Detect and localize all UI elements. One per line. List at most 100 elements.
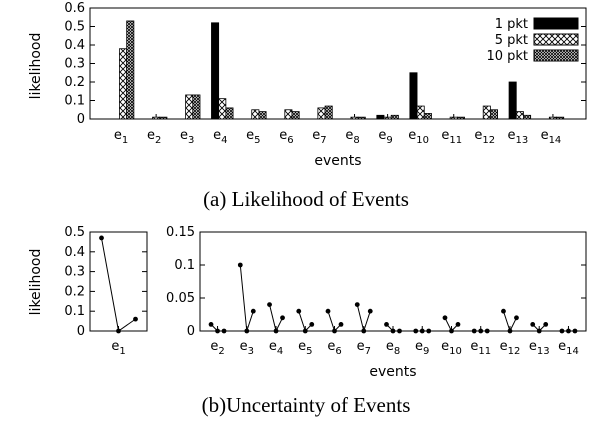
uncertainty-point-e3 bbox=[250, 308, 256, 314]
uncertainty-point-e4 bbox=[280, 315, 285, 321]
x-tick-label: e2 bbox=[210, 339, 224, 357]
chart-b-right-marks bbox=[208, 262, 578, 334]
legend-label-5pkt: 5 pkt bbox=[495, 33, 528, 48]
bar-10pkt-e4 bbox=[225, 107, 234, 120]
x-tick-label: e8 bbox=[345, 128, 359, 146]
y-tick-label: 0.3 bbox=[64, 265, 85, 280]
bar-10pkt-e3 bbox=[192, 94, 201, 120]
legend-swatch-10pkt bbox=[533, 49, 579, 62]
bar-5pkt-e3 bbox=[185, 94, 194, 120]
uncertainty-point-e12 bbox=[514, 315, 519, 321]
bar-10pkt-e8 bbox=[357, 116, 366, 120]
x-tick-label: e6 bbox=[279, 128, 293, 146]
chart-b-right-frame bbox=[199, 231, 587, 332]
x-tick-label: e5 bbox=[246, 128, 260, 146]
uncertainty-point-e7 bbox=[354, 302, 360, 307]
uncertainty-point-e14 bbox=[566, 328, 571, 334]
chart-b-right: 0 0.05 0.1 0.15 e2 e3 e4 e5 e6 e7 e8 e9 e10 e11 e12 e1… bbox=[166, 225, 587, 380]
uncertainty-point-e10 bbox=[449, 328, 454, 334]
y-tick-label: 0 bbox=[187, 324, 195, 339]
uncertainty-point-e6 bbox=[325, 308, 331, 314]
bar-10pkt-e13 bbox=[523, 114, 532, 120]
uncertainty-point-e2 bbox=[221, 328, 227, 334]
bar-1pkt-e10 bbox=[409, 72, 418, 120]
uncertainty-point-e7 bbox=[367, 308, 373, 314]
bar-10pkt-e1 bbox=[126, 20, 135, 120]
chart-b-left-frame bbox=[89, 231, 148, 332]
bar-1pkt-e13 bbox=[508, 81, 517, 120]
uncertainty-point-e3 bbox=[237, 262, 243, 268]
x-tick-label: e7 bbox=[357, 339, 371, 357]
caption-a: (a) Likelihood of Events bbox=[203, 187, 409, 211]
bar-5pkt-e13 bbox=[515, 111, 524, 120]
bar-5pkt-e4 bbox=[218, 98, 227, 120]
y-tick-label: 0.3 bbox=[64, 57, 85, 72]
x-tick-label: e10 bbox=[408, 128, 429, 146]
uncertainty-point-e14 bbox=[559, 328, 565, 334]
uncertainty-point-e5 bbox=[296, 308, 302, 314]
legend-label-1pkt: 1 pkt bbox=[495, 17, 528, 32]
x-tick-label: e9 bbox=[415, 339, 429, 357]
x-tick-label: e2 bbox=[147, 128, 161, 146]
uncertainty-point-e8 bbox=[384, 322, 389, 327]
y-tick-label: 0 bbox=[77, 324, 85, 339]
y-tick-label: 0.1 bbox=[64, 304, 85, 319]
bar-5pkt-e7 bbox=[317, 107, 326, 120]
uncertainty-line-e1 bbox=[101, 237, 136, 332]
x-tick-label: e4 bbox=[269, 339, 283, 357]
y-tick-label: 0.1 bbox=[174, 258, 195, 273]
x-tick-label: e4 bbox=[213, 128, 227, 146]
y-tick-label: 0.05 bbox=[166, 291, 195, 306]
bar-10pkt-e2 bbox=[159, 116, 168, 120]
uncertainty-point-e2 bbox=[208, 322, 214, 327]
bar-5pkt-e6 bbox=[284, 109, 293, 120]
bar-10pkt-e5 bbox=[258, 111, 267, 120]
bar-1pkt-e9 bbox=[376, 114, 385, 120]
y-tick-label: 0.6 bbox=[64, 1, 85, 16]
bar-5pkt-e11 bbox=[449, 116, 458, 120]
uncertainty-point-e2 bbox=[215, 328, 220, 334]
uncertainty-point-e1 bbox=[133, 316, 138, 322]
chart-a-ylabel: likelihood bbox=[28, 33, 44, 100]
x-tick-label: e5 bbox=[298, 339, 312, 357]
uncertainty-point-e8 bbox=[390, 328, 396, 334]
bar-5pkt-e10 bbox=[416, 105, 425, 120]
bar-5pkt-e1 bbox=[119, 48, 128, 120]
uncertainty-point-e14 bbox=[572, 328, 578, 334]
y-tick-label: 0.4 bbox=[64, 245, 85, 260]
x-tick-label: e8 bbox=[386, 339, 400, 357]
uncertainty-point-e13 bbox=[536, 328, 542, 334]
uncertainty-point-e1 bbox=[99, 235, 104, 241]
uncertainty-point-e5 bbox=[309, 322, 315, 327]
chart-a-bars bbox=[119, 20, 565, 120]
y-tick-label: 0.1 bbox=[64, 94, 85, 109]
chart-b-ylabel: likelihood bbox=[28, 249, 44, 316]
uncertainty-point-e11 bbox=[471, 328, 477, 334]
bar-10pkt-e7 bbox=[324, 105, 333, 120]
uncertainty-line-e3 bbox=[239, 264, 254, 332]
legend-label-10pkt: 10 pkt bbox=[486, 49, 528, 64]
uncertainty-point-e9 bbox=[419, 328, 425, 334]
bar-5pkt-e14 bbox=[548, 116, 557, 120]
bar-5pkt-e2 bbox=[152, 116, 161, 120]
chart-b-left: 0 0.1 0.2 0.3 0.4 0.5 e1 likelihood bbox=[28, 225, 148, 357]
uncertainty-point-e13 bbox=[543, 322, 549, 327]
uncertainty-point-e4 bbox=[267, 302, 272, 307]
x-tick-label: e13 bbox=[507, 128, 528, 146]
bar-10pkt-e14 bbox=[556, 116, 565, 120]
x-tick-label: e1 bbox=[111, 339, 125, 357]
chart-b-right-y-axis: 0 0.05 0.1 0.15 bbox=[166, 225, 586, 339]
chart-b-left-marks bbox=[99, 235, 138, 334]
x-tick-label: e10 bbox=[441, 339, 462, 357]
chart-b-right-x-axis: e2 e3 e4 e5 e6 e7 e8 e9 e10 e11 e12 e13 e14 bbox=[210, 326, 579, 357]
legend-swatch-5pkt bbox=[533, 33, 579, 46]
y-tick-label: 0.2 bbox=[64, 284, 85, 299]
y-tick-label: 0.5 bbox=[64, 20, 85, 35]
bar-5pkt-e5 bbox=[251, 109, 260, 120]
bar-10pkt-e6 bbox=[291, 111, 300, 120]
uncertainty-point-e6 bbox=[338, 322, 344, 327]
uncertainty-point-e9 bbox=[426, 328, 432, 334]
uncertainty-point-e11 bbox=[478, 328, 484, 334]
uncertainty-point-e1 bbox=[116, 328, 121, 334]
